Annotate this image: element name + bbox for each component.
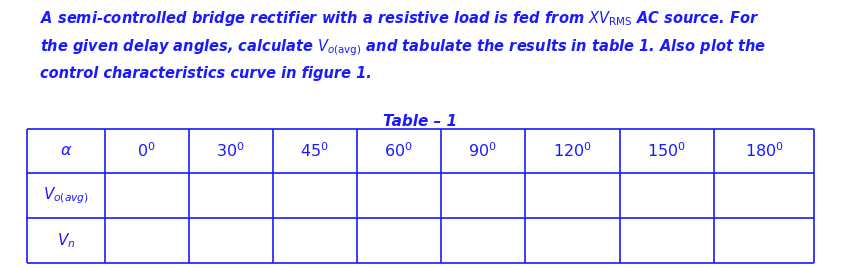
Text: $90^0$: $90^0$ [468, 142, 497, 160]
Text: $0^0$: $0^0$ [137, 142, 156, 160]
Text: $V_{o(avg)}$: $V_{o(avg)}$ [43, 185, 89, 206]
Text: $\alpha$: $\alpha$ [60, 143, 72, 158]
Text: A semi-controlled bridge rectifier with a resistive load is fed from $XV_{\mathr: A semi-controlled bridge rectifier with … [40, 9, 759, 28]
Text: $120^0$: $120^0$ [553, 142, 592, 160]
Text: control characteristics curve in figure 1.: control characteristics curve in figure … [40, 66, 372, 81]
Text: $150^0$: $150^0$ [648, 142, 686, 160]
Text: Table – 1: Table – 1 [383, 114, 458, 129]
Text: $180^0$: $180^0$ [744, 142, 784, 160]
Text: $45^0$: $45^0$ [300, 142, 329, 160]
Text: $30^0$: $30^0$ [216, 142, 246, 160]
Text: $60^0$: $60^0$ [384, 142, 413, 160]
Text: $V_n$: $V_n$ [56, 231, 75, 250]
Text: the given delay angles, calculate $V_{o(\mathrm{avg})}$ and tabulate the results: the given delay angles, calculate $V_{o(… [40, 38, 766, 58]
